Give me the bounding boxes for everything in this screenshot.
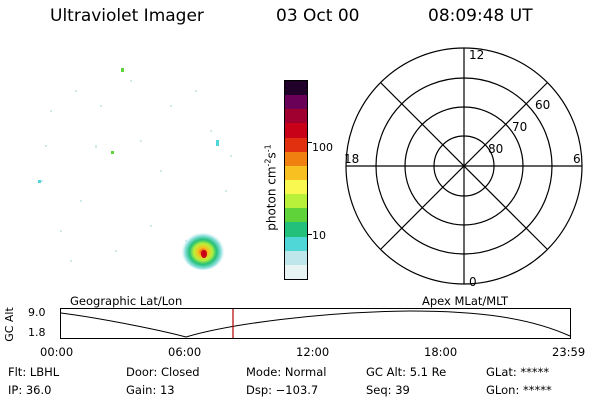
gain-info: Gain: 13 — [126, 383, 175, 397]
ip-info: IP: 36.0 — [8, 383, 52, 397]
colorbar-band — [285, 222, 307, 237]
altitude-curve — [60, 310, 571, 338]
colorbar-tick-mark — [308, 142, 312, 143]
colorbar-band — [285, 165, 307, 181]
timeline-ylabel: GC Alt — [2, 307, 16, 342]
polar-label-bottom: 0 — [469, 275, 477, 289]
colorbar-band — [285, 264, 307, 279]
bright-speck — [111, 151, 114, 154]
gcalt-info: GC Alt: 5.1 Re — [366, 365, 447, 379]
colorbar — [284, 80, 308, 280]
door-info: Door: Closed — [126, 365, 200, 379]
timeline-xtick-3: 18:00 — [424, 345, 458, 359]
polar-label-top: 12 — [469, 48, 484, 62]
bright-speck — [38, 180, 41, 183]
polar-ring-label-60: 60 — [535, 98, 550, 112]
timeline-title-left: Geographic Lat/Lon — [70, 294, 183, 308]
timeline-ytick-high: 9.0 — [28, 306, 46, 319]
polar-grid: 12 0 18 6 60 70 80 — [344, 47, 583, 289]
filter-info: Flt: LBHL — [8, 365, 60, 379]
colorbar-band — [285, 236, 307, 251]
colorbar-band — [285, 180, 307, 195]
timeline-frame — [60, 308, 571, 339]
polar-ring-label-80: 80 — [488, 142, 503, 156]
colorbar-band — [285, 208, 307, 223]
seq-info: Seq: 39 — [366, 383, 410, 397]
date-label: 03 Oct 00 — [276, 6, 360, 26]
colorbar-label: photon cm-2s-1 — [263, 144, 279, 231]
timeline-title-right: Apex MLat/MLT — [422, 294, 509, 308]
mode-info: Mode: Normal — [246, 365, 327, 379]
colorbar-band — [285, 250, 307, 265]
colorbar-band — [285, 95, 307, 110]
colorbar-band — [285, 81, 307, 96]
auroral-hotspot — [181, 230, 225, 270]
polar-label-left: 18 — [344, 152, 359, 166]
colorbar-band — [285, 194, 307, 209]
dsp-info: Dsp: −103.7 — [246, 383, 319, 397]
instrument-title: Ultraviolet Imager — [50, 6, 204, 26]
timeline-xtick-4: 23:59 — [552, 345, 586, 359]
bright-speck — [216, 140, 219, 146]
colorbar-tick-10: 10 — [312, 229, 326, 242]
colorbar-band — [285, 123, 307, 138]
colorbar-tick-mark — [308, 234, 312, 235]
auroral-core — [201, 250, 207, 258]
colorbar-band — [285, 151, 307, 166]
polar-ring-label-70: 70 — [512, 120, 527, 134]
time-label: 08:09:48 UT — [428, 6, 533, 26]
polar-diagonal — [380, 82, 548, 250]
colorbar-band — [285, 137, 307, 152]
timeline-ytick-low: 1.8 — [28, 326, 46, 339]
timeline-plot — [60, 308, 571, 339]
timeline-xtick-2: 12:00 — [296, 345, 330, 359]
timeline-xtick-1: 06:00 — [168, 345, 202, 359]
colorbar-tick-100: 100 — [312, 141, 333, 154]
auroral-image — [38, 68, 232, 270]
timeline-xtick-0: 00:00 — [40, 345, 74, 359]
colorbar-band — [285, 109, 307, 124]
glon-info: GLon: ***** — [486, 383, 552, 397]
bright-speck — [121, 68, 124, 72]
polar-label-right: 6 — [573, 152, 581, 166]
glat-info: GLat: ***** — [486, 365, 550, 379]
